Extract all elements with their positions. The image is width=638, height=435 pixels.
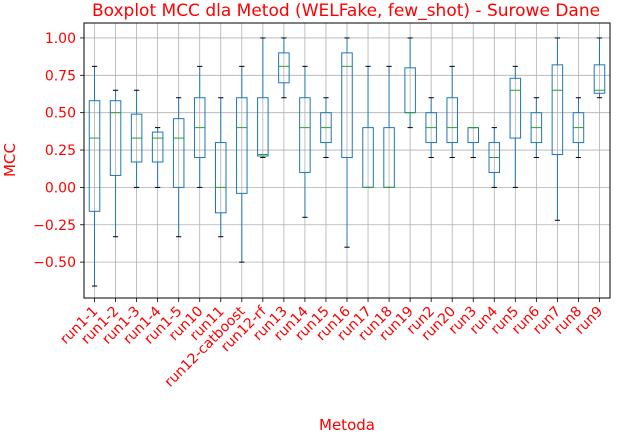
y-tick-label: 0.00 bbox=[45, 180, 76, 196]
box-run4 bbox=[488, 127, 501, 188]
box-run12-catboost bbox=[236, 65, 248, 263]
box-run11 bbox=[215, 97, 227, 238]
box-series bbox=[88, 37, 606, 287]
box-iqr bbox=[278, 52, 290, 84]
box-run15 bbox=[320, 97, 332, 159]
box-run19 bbox=[404, 37, 416, 129]
box-run6 bbox=[530, 97, 543, 159]
y-tick-label: 1.00 bbox=[45, 31, 76, 47]
box-run16 bbox=[341, 37, 353, 248]
box-run1-1 bbox=[88, 65, 101, 287]
box-run1-2 bbox=[109, 89, 122, 238]
box-iqr bbox=[257, 97, 269, 157]
box-run20 bbox=[446, 65, 458, 159]
box-iqr bbox=[446, 97, 458, 144]
y-tick-label: 0.25 bbox=[45, 143, 76, 159]
box-run1-5 bbox=[172, 97, 185, 238]
y-tick-label: −0.50 bbox=[33, 255, 76, 271]
box-run13 bbox=[278, 37, 290, 99]
box-run18 bbox=[383, 65, 395, 188]
box-run12-rf bbox=[257, 37, 269, 159]
box-run3 bbox=[467, 127, 480, 159]
y-tick-label: −0.25 bbox=[33, 218, 76, 234]
box-run17 bbox=[362, 65, 374, 188]
box-run1-3 bbox=[130, 89, 143, 188]
y-axis: −0.50 −0.25 0.00 0.25 0.50 0.75 1.00 bbox=[33, 31, 84, 271]
box-iqr bbox=[172, 118, 185, 188]
box-run5 bbox=[509, 65, 522, 188]
box-iqr bbox=[151, 131, 164, 163]
box-run2 bbox=[425, 97, 437, 159]
box-run10 bbox=[193, 65, 206, 188]
x-axis-label: Metoda bbox=[319, 416, 375, 434]
box-iqr bbox=[109, 100, 122, 176]
box-iqr bbox=[88, 100, 101, 212]
box-iqr bbox=[215, 142, 227, 214]
y-tick-label: 0.75 bbox=[45, 68, 76, 84]
y-axis-label: MCC bbox=[1, 143, 19, 177]
box-iqr bbox=[509, 77, 522, 139]
box-run8 bbox=[572, 97, 585, 159]
box-iqr bbox=[551, 64, 564, 156]
box-iqr bbox=[299, 97, 311, 173]
box-run9 bbox=[593, 37, 606, 99]
box-run7 bbox=[551, 37, 564, 221]
chart-title: Boxplot MCC dla Metod (WELFake, few_shot… bbox=[92, 1, 600, 21]
box-run1-4 bbox=[151, 127, 164, 188]
y-tick-label: 0.50 bbox=[45, 106, 76, 122]
box-iqr bbox=[236, 97, 248, 194]
box-iqr bbox=[593, 64, 606, 94]
box-iqr bbox=[341, 52, 353, 159]
x-axis: run1-1run1-2run1-3run1-4run1-5run10run11… bbox=[57, 298, 606, 390]
box-run14 bbox=[299, 65, 311, 218]
